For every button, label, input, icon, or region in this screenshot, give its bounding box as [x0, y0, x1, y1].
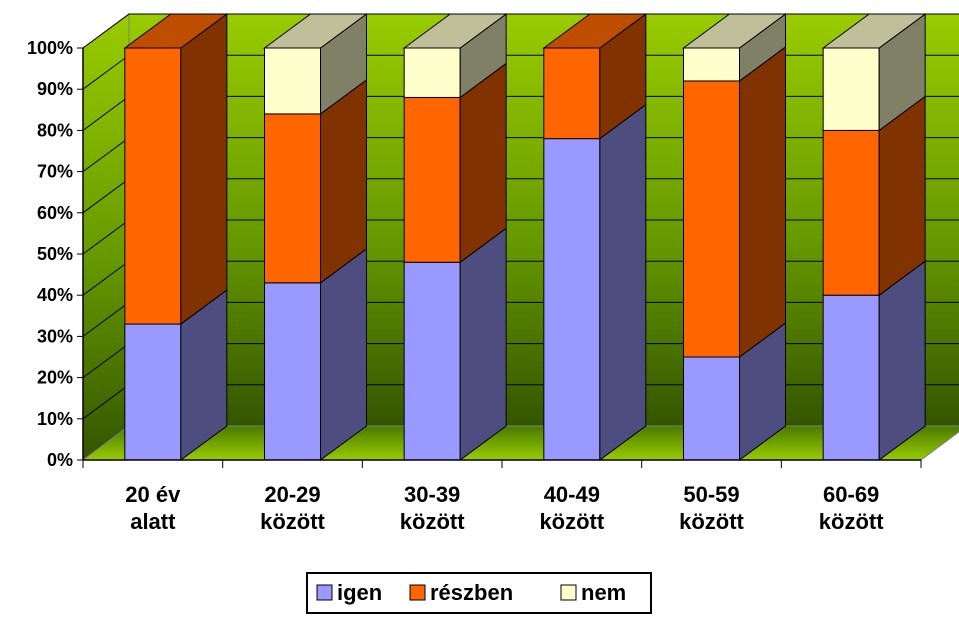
x-category-label: 20-29 között [260, 482, 325, 534]
bar-segment-részben [543, 13, 647, 140]
y-tick-label: 50% [37, 244, 73, 264]
x-axis-category-labels: 20 év alatt 20-29 között 30-39 között 40-49 köz… [125, 482, 884, 534]
bar-top [542, 13, 648, 49]
legend-swatch [560, 584, 577, 601]
legend-item-igen: igen [316, 580, 382, 605]
bar-front [543, 138, 601, 461]
bar-front [403, 47, 461, 98]
bar-front [822, 129, 880, 296]
y-tick-label: 10% [37, 409, 73, 429]
y-tick-label: 20% [37, 368, 73, 388]
legend-label: részben [430, 580, 513, 605]
bar-stack [681, 13, 788, 461]
bar-stack [821, 13, 927, 461]
bar-top [123, 13, 229, 49]
bar-front [264, 113, 321, 284]
y-tick-label: 30% [37, 326, 73, 346]
bar-segment-igen [124, 289, 228, 461]
y-tick-label: 60% [37, 203, 73, 223]
legend-label: nem [581, 580, 626, 605]
bar-stack [123, 13, 229, 461]
bar-top [402, 13, 508, 49]
bar-side [320, 78, 367, 284]
x-category-label: 20 év alatt [125, 482, 181, 534]
bar-front [683, 47, 740, 82]
y-tick-label: 80% [37, 120, 73, 140]
bar-segment-részben [124, 13, 228, 326]
bar-segment-igen [543, 103, 647, 461]
bar-segment-részben [403, 62, 507, 264]
bar-segment-igen [264, 247, 367, 461]
bar-side [599, 103, 647, 461]
bar-segment-részben [822, 95, 926, 297]
bar-segment-igen [683, 322, 786, 461]
x-category-label: 60-69 között [819, 482, 884, 534]
bar-side [459, 227, 507, 461]
bar-side [739, 45, 786, 358]
x-category-label: 50-59 között [679, 482, 744, 534]
bar-front [264, 47, 321, 115]
y-axis-tick-labels: 0% 10% 20% 30% 40% 50% 60% 70% 80% 90% 100% [27, 38, 73, 470]
legend-swatch [316, 584, 333, 601]
bar-side [878, 95, 926, 297]
legend-item-részben: részben [409, 580, 513, 605]
bar-front [403, 96, 461, 263]
bar-side [878, 260, 926, 461]
bar-segment-igen [403, 227, 507, 461]
legend-item-nem: nem [560, 580, 626, 605]
y-tick-label: 0% [47, 450, 73, 470]
bar-side [180, 13, 228, 326]
y-tick-label: 70% [37, 162, 73, 182]
bar-stack [262, 13, 369, 461]
bar-top [821, 13, 927, 49]
y-tick-label: 100% [27, 38, 73, 58]
y-tick-label: 40% [37, 285, 73, 305]
legend: igen részben nem [306, 572, 652, 614]
bar-front [683, 356, 740, 461]
x-category-label: 40-49 között [539, 482, 604, 534]
bar-segment-részben [264, 78, 367, 284]
y-tick-label: 90% [37, 79, 73, 99]
bar-stack [402, 13, 508, 461]
bar-front [124, 323, 182, 461]
bar-front [403, 261, 461, 461]
bar-top [262, 13, 369, 49]
bar-front [822, 47, 880, 131]
legend-label: igen [337, 580, 382, 605]
bar-segment-nem [264, 13, 367, 115]
gridline [82, 13, 959, 49]
bar-front [822, 294, 880, 461]
bar-segment-nem [403, 13, 507, 99]
bar-stack [542, 13, 648, 461]
bar-top [681, 13, 788, 49]
bar-front [264, 282, 321, 461]
bar-segment-részben [683, 45, 786, 358]
bar-side [320, 247, 367, 461]
legend-box [306, 572, 652, 614]
x-category-label: 30-39 között [400, 482, 465, 534]
bar-segment-nem [683, 13, 786, 82]
bar-side [459, 62, 507, 264]
axes [77, 47, 922, 468]
bar-segment-igen [822, 260, 926, 461]
bars [123, 13, 927, 461]
legend-swatch [409, 584, 426, 601]
bar-front [543, 47, 601, 140]
bar-front [683, 80, 740, 358]
bar-front [124, 47, 182, 325]
bar-segment-nem [822, 13, 926, 132]
